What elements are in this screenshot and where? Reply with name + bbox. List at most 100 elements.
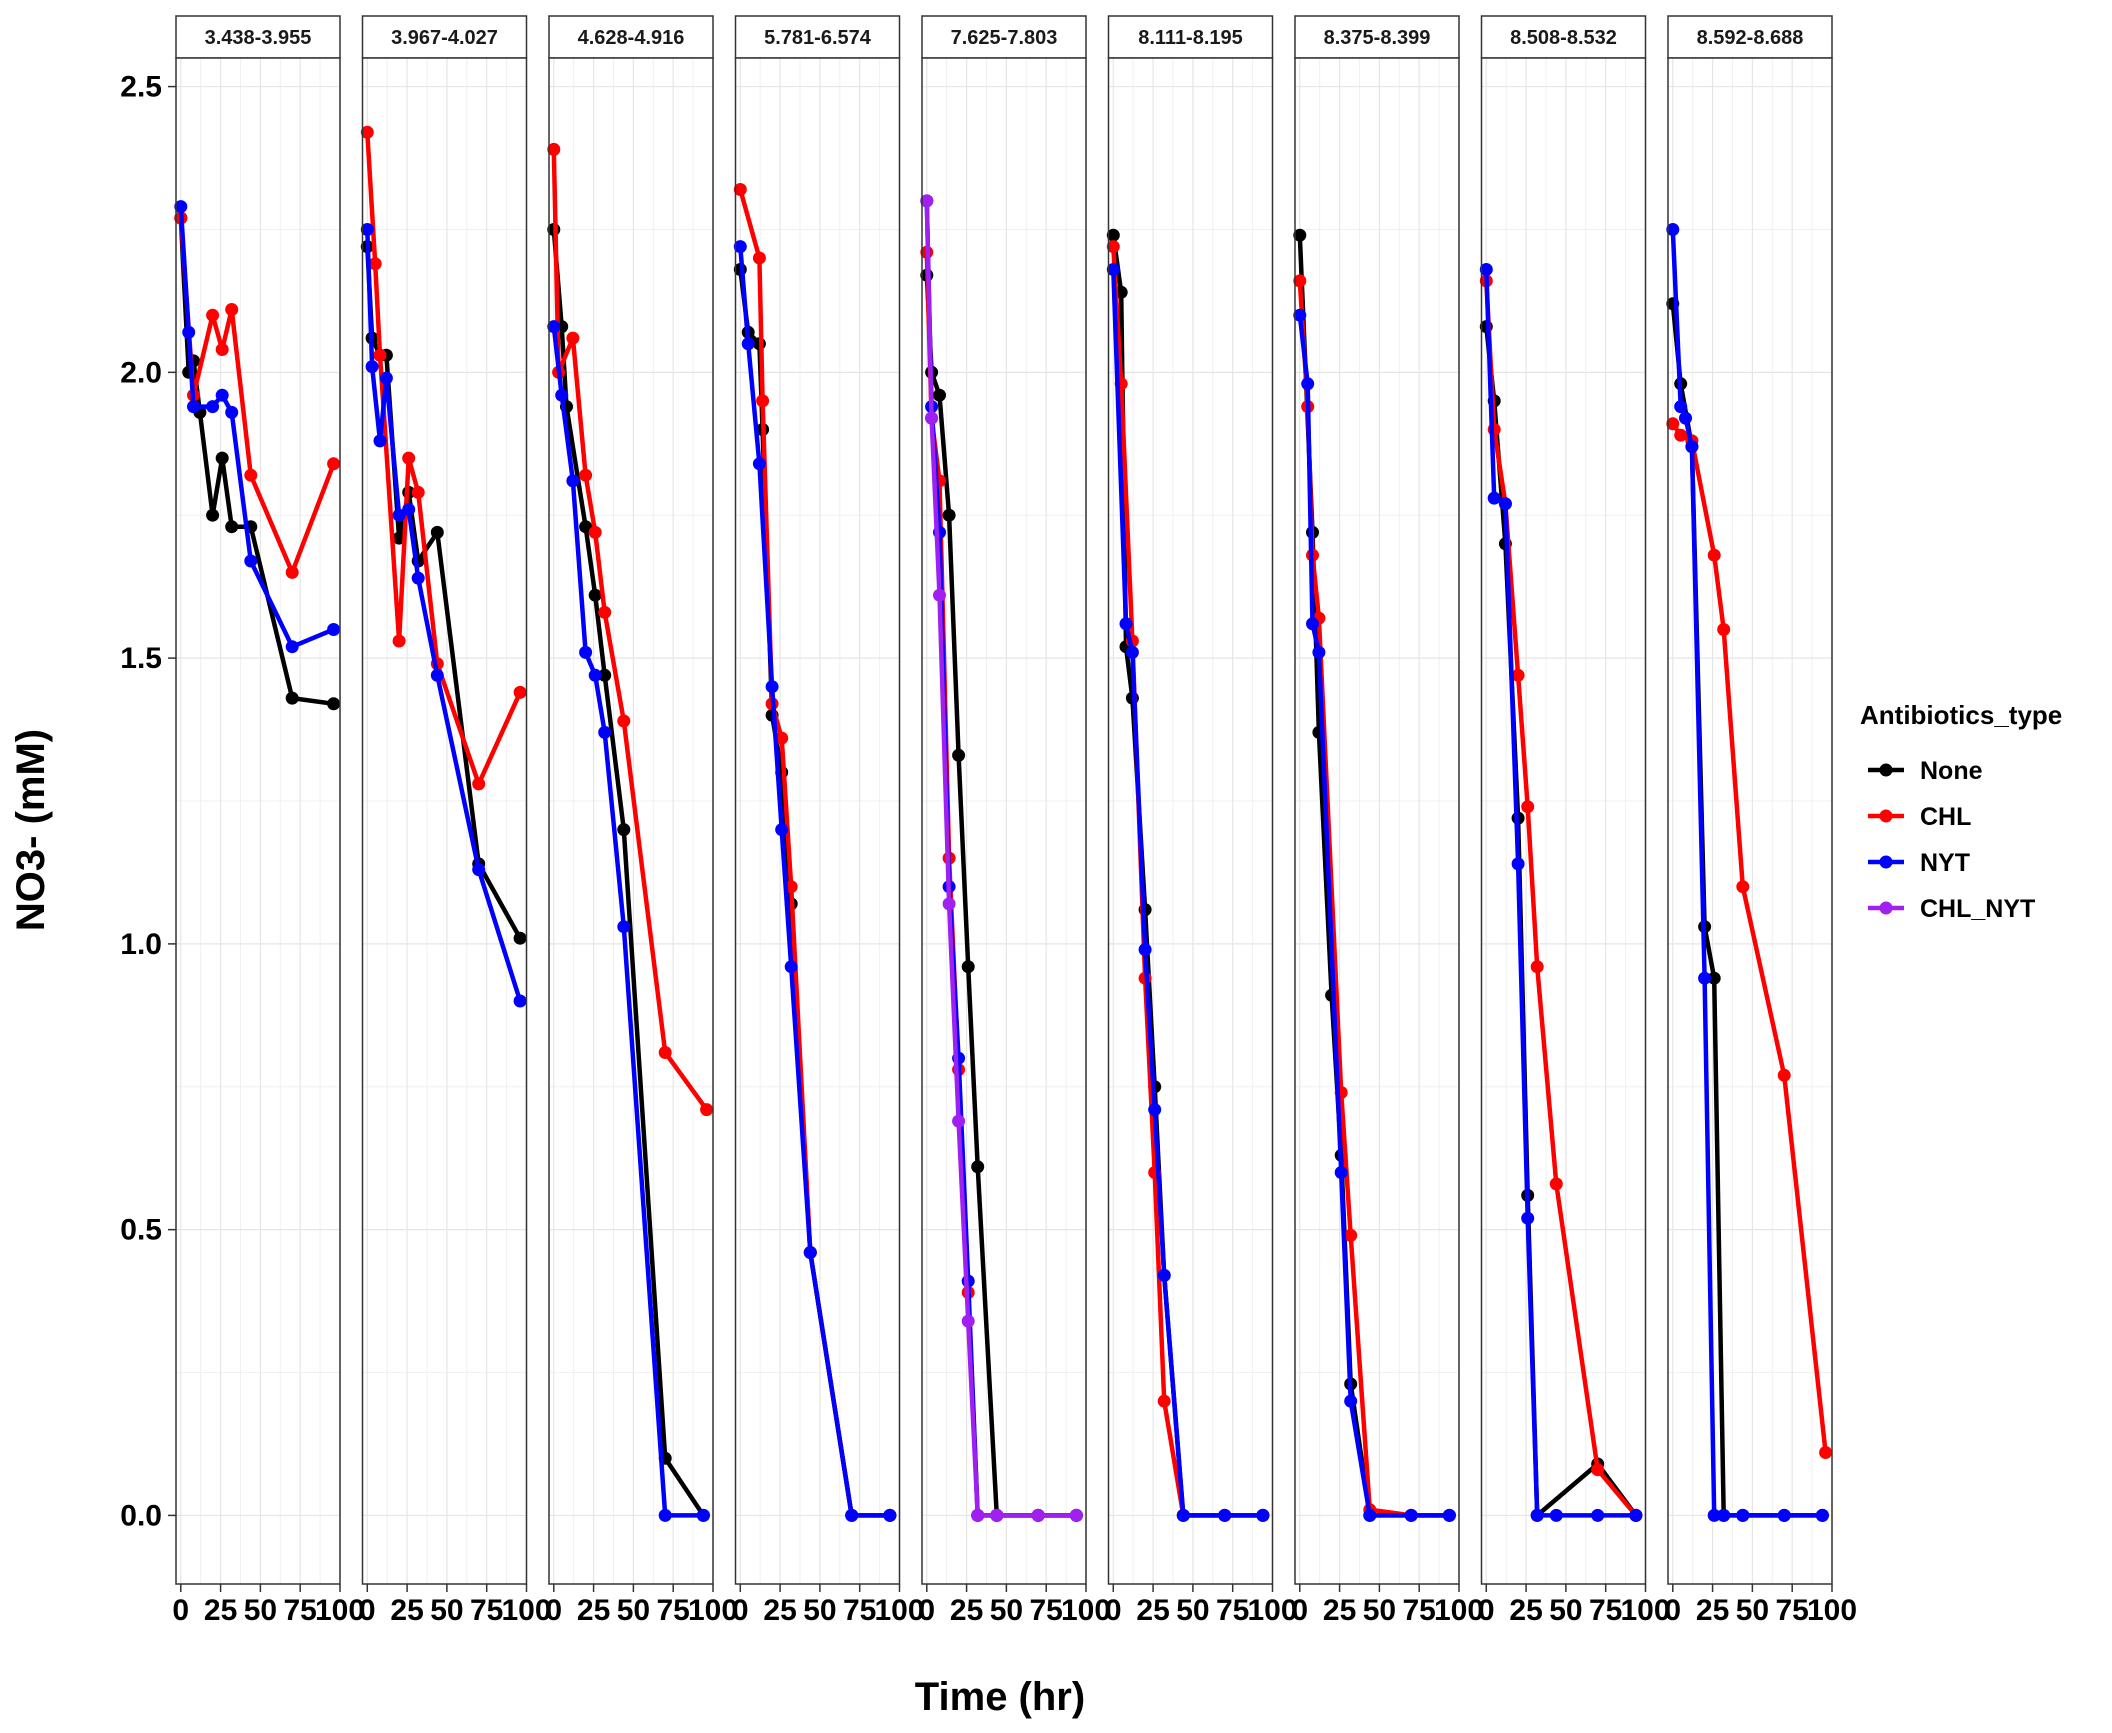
data-point [513, 931, 527, 945]
data-point [784, 960, 798, 974]
y-tick-label: 2.5 [120, 71, 162, 104]
data-point [1293, 274, 1307, 288]
data-point [952, 1114, 966, 1128]
x-tick-label: 0 [545, 1594, 562, 1627]
x-tick-label: 25 [1323, 1594, 1356, 1627]
series-line-chl_nyt [924, 198, 1079, 1518]
facet-strip-label: 8.375-8.399 [1324, 27, 1431, 49]
facet-strip [361, 15, 528, 59]
data-point [598, 605, 612, 619]
data-point [430, 525, 444, 539]
data-point [430, 668, 444, 682]
x-tick-label: 25 [390, 1594, 423, 1627]
panel-background [1668, 58, 1832, 1584]
x-tick-label: 100 [1807, 1594, 1857, 1627]
data-point [579, 520, 593, 534]
data-point [971, 1160, 985, 1174]
data-point [566, 474, 580, 488]
data-point [961, 1314, 975, 1328]
panel-background [549, 58, 713, 1584]
x-tick-label: 50 [430, 1594, 463, 1627]
panel-border [1480, 57, 1647, 1585]
x-tick-label: 50 [1176, 1594, 1209, 1627]
data-point [402, 451, 416, 465]
legend-key-point [1879, 763, 1893, 777]
panel-border [1294, 57, 1460, 1585]
facet-strip-label: 8.508-8.532 [1510, 27, 1617, 49]
data-point [365, 360, 379, 374]
data-point [1530, 960, 1544, 974]
legend-key-point [1879, 855, 1893, 869]
data-point [547, 320, 561, 334]
x-tick-label: 75 [1030, 1594, 1063, 1627]
panel-border [734, 57, 901, 1585]
y-tick-label: 1.5 [120, 642, 162, 675]
x-tick-label: 25 [204, 1594, 237, 1627]
data-point [1777, 1068, 1791, 1082]
data-point [1106, 240, 1120, 254]
data-point [925, 411, 939, 425]
data-point [206, 308, 220, 322]
data-point [1736, 880, 1750, 894]
legend-label: NYT [1920, 849, 1970, 877]
data-point [1679, 411, 1692, 425]
x-tick-label: 100 [688, 1594, 738, 1627]
data-point [225, 405, 239, 419]
x-tick-label: 100 [315, 1594, 365, 1627]
y-tick-label: 2.0 [120, 356, 162, 389]
data-point [206, 400, 220, 414]
data-point [1521, 1211, 1535, 1225]
data-point [1256, 1508, 1270, 1522]
x-tick-label: 50 [803, 1594, 836, 1627]
data-point [658, 1508, 672, 1522]
data-point [392, 508, 406, 522]
facet-strip [1107, 15, 1274, 59]
x-tick-label: 25 [1136, 1594, 1169, 1627]
data-point [733, 183, 747, 196]
x-tick-label: 50 [244, 1594, 277, 1627]
x-tick-label: 100 [1620, 1594, 1670, 1627]
data-point [579, 468, 593, 482]
data-point [327, 697, 341, 711]
data-point [513, 685, 527, 699]
data-point [1125, 645, 1139, 659]
data-point [1521, 800, 1535, 814]
data-point [588, 588, 602, 602]
data-point [566, 331, 580, 345]
data-point [1674, 400, 1688, 414]
legend-title: Antibiotics_type [1860, 700, 2062, 730]
x-tick-label: 0 [1478, 1594, 1495, 1627]
data-point [555, 388, 569, 402]
data-point [1306, 617, 1319, 631]
data-point [1717, 1508, 1731, 1522]
x-tick-label: 100 [874, 1594, 924, 1627]
panel-border [548, 57, 714, 1585]
data-point [1685, 440, 1699, 454]
x-tick-label: 100 [501, 1594, 551, 1627]
legend-label: CHL_NYT [1920, 895, 2035, 923]
data-point [1404, 1508, 1418, 1522]
data-point [225, 303, 239, 316]
facet-strip-label: 8.592-8.688 [1697, 27, 1804, 49]
legend-key-point [1879, 901, 1893, 915]
data-point [765, 680, 779, 694]
facet-strip [548, 15, 714, 59]
facet-strip-label: 4.628-4.916 [578, 27, 685, 49]
facet-strip-label: 7.625-7.803 [951, 27, 1058, 49]
data-point [182, 325, 196, 339]
data-point [756, 394, 770, 408]
data-point [513, 994, 527, 1008]
data-point [696, 1508, 710, 1522]
data-point [1344, 1394, 1358, 1408]
data-point [617, 714, 631, 728]
data-point [206, 508, 220, 522]
data-point [942, 508, 956, 522]
